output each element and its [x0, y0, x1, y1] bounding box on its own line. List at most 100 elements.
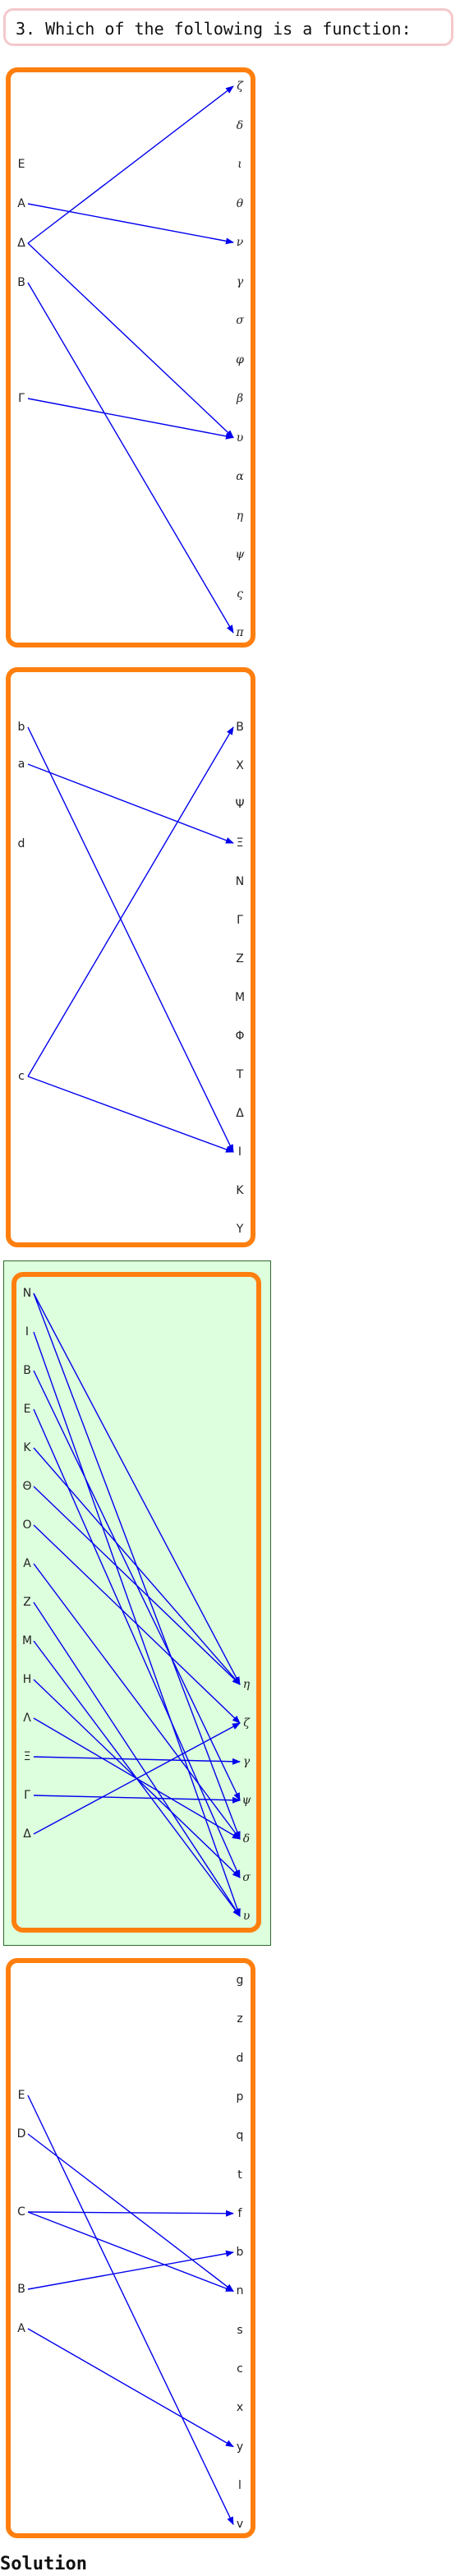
domain-node-3-o: O — [22, 1518, 32, 1532]
codomain-node-2-y: Y — [236, 1223, 244, 1236]
codomain-node-1-u3b7: η — [236, 509, 244, 523]
domain-node-3-b: B — [23, 1364, 31, 1377]
domain-node-1-e: E — [17, 158, 25, 171]
mapping-arrow-3-9 — [33, 1563, 241, 1840]
diagram-panel-1[interactable] — [6, 67, 255, 647]
mapping-arrow-4-3 — [27, 2210, 234, 2217]
codomain-node-4-s: s — [237, 2323, 243, 2337]
codomain-node-1-u3b8: θ — [236, 196, 244, 210]
diagram-panel-4[interactable] — [6, 1958, 255, 2538]
domain-node-1-u393: Γ — [18, 392, 25, 405]
codomain-node-4-y: y — [236, 2440, 244, 2454]
mapping-arrow-1-1 — [27, 203, 234, 245]
mapping-arrow-4-5 — [27, 2250, 234, 2290]
domain-node-2-c: c — [18, 1070, 25, 1083]
mapping-arrow-1-3 — [27, 242, 234, 439]
codomain-node-1-u3b4: δ — [236, 118, 244, 132]
domain-node-3-m: M — [21, 1634, 33, 1647]
mapping-arrow-2-1 — [27, 726, 234, 1153]
codomain-node-3-u3c8: ψ — [242, 1794, 251, 1807]
codomain-node-1-u3c6: φ — [236, 353, 244, 366]
codomain-node-3-u3b4: δ — [242, 1832, 251, 1846]
mapping-arrow-3-8 — [33, 1524, 241, 1724]
mapping-arrow-3-16 — [33, 1722, 241, 1835]
mapping-arrow-2-4 — [27, 1076, 234, 1153]
domain-node-3-u393: Γ — [24, 1789, 30, 1802]
codomain-node-4-f: f — [237, 2206, 242, 2220]
domain-node-4-d: D — [16, 2127, 26, 2141]
domain-node-2-b: b — [17, 721, 25, 734]
mapping-arrow-1-2 — [27, 85, 234, 244]
codomain-node-4-q: q — [236, 2129, 244, 2143]
mapping-arrow-1-5 — [27, 398, 234, 440]
domain-node-4-a: A — [17, 2322, 25, 2335]
domain-node-3-u39b: Λ — [23, 1712, 31, 1725]
codomain-node-3-u3b3: γ — [242, 1755, 251, 1768]
mapping-arrow-3-15 — [33, 1795, 241, 1804]
codomain-node-2-i: I — [237, 1145, 242, 1159]
codomain-node-4-x: x — [236, 2401, 244, 2415]
mapping-arrow-3-14 — [33, 1756, 241, 1765]
domain-node-3-u398: Θ — [22, 1480, 32, 1493]
mapping-arrow-4-6 — [27, 2328, 234, 2448]
mapping-arrow-2-2 — [27, 763, 234, 844]
codomain-node-1-u3b2: β — [236, 392, 244, 405]
codomain-node-1-u3bd: ν — [236, 236, 244, 249]
codomain-node-2-x: X — [236, 759, 244, 772]
domain-node-4-c: C — [17, 2205, 25, 2219]
codomain-node-4-p: p — [236, 2090, 244, 2104]
codomain-node-4-t: t — [237, 2168, 242, 2182]
codomain-node-2-m: M — [234, 991, 246, 1004]
codomain-node-4-l: l — [238, 2478, 242, 2492]
mapping-arrow-3-5 — [33, 1408, 241, 1878]
mapping-arrow-2-3 — [27, 726, 234, 1077]
question-banner: 3. Which of the following is a function: — [3, 8, 453, 46]
mapping-arrow-3-7 — [33, 1486, 241, 1685]
codomain-node-3-u3c5: υ — [242, 1910, 251, 1923]
codomain-node-1-u3c0: π — [236, 626, 244, 639]
codomain-node-2-u39e: Ξ — [236, 836, 244, 850]
codomain-node-2-z: Z — [236, 952, 244, 965]
codomain-node-4-c: c — [237, 2362, 243, 2376]
domain-node-3-n: N — [22, 1287, 32, 1300]
codomain-node-3-u3b7: η — [242, 1678, 251, 1691]
question-text: 3. Which of the following is a function: — [16, 19, 412, 39]
codomain-node-3-u3c3: σ — [242, 1871, 251, 1884]
diagram-panel-2[interactable] — [6, 667, 255, 1247]
codomain-node-4-z: z — [237, 2012, 243, 2026]
codomain-node-2-u3a6: Φ — [235, 1030, 245, 1043]
codomain-node-2-u394: Δ — [236, 1107, 244, 1120]
codomain-node-4-n: n — [236, 2284, 244, 2298]
codomain-node-3-u3b6: ζ — [243, 1717, 250, 1730]
domain-node-2-a: a — [17, 758, 25, 771]
codomain-node-2-k: K — [236, 1184, 244, 1197]
codomain-node-1-u3c3: σ — [236, 314, 244, 327]
codomain-node-1-u3b6: ζ — [237, 80, 243, 93]
domain-node-3-h: H — [22, 1673, 32, 1686]
domain-node-3-k: K — [23, 1441, 31, 1454]
domain-node-3-u39e: Ξ — [23, 1750, 31, 1763]
domain-node-3-a: A — [23, 1557, 31, 1570]
codomain-node-4-b: b — [236, 2246, 244, 2260]
codomain-node-1-u3c8: ψ — [235, 548, 245, 561]
domain-node-1-u394: Δ — [17, 237, 25, 250]
codomain-node-1-u3b9: ι — [237, 158, 242, 171]
domain-node-3-u394: Δ — [23, 1827, 31, 1841]
codomain-node-2-t: T — [236, 1068, 244, 1081]
codomain-node-1-u3c5: υ — [236, 431, 244, 445]
codomain-node-4-d: d — [236, 2051, 244, 2065]
codomain-node-1-u3c2: ς — [237, 587, 243, 601]
codomain-node-4-g: g — [236, 1974, 244, 1987]
domain-node-1-b: B — [17, 276, 25, 289]
codomain-node-2-n: N — [235, 875, 245, 888]
domain-node-3-i: I — [25, 1325, 30, 1339]
diagram-panel-3[interactable] — [12, 1272, 261, 1933]
codomain-node-1-u3b3: γ — [236, 274, 244, 288]
mapping-arrow-4-4 — [27, 2211, 234, 2293]
domain-node-2-d: d — [17, 837, 25, 850]
domain-node-1-a: A — [17, 197, 25, 210]
codomain-node-1-u3b1: α — [236, 470, 244, 483]
codomain-node-2-u393: Γ — [237, 914, 243, 927]
mapping-arrow-1-4 — [27, 282, 234, 634]
